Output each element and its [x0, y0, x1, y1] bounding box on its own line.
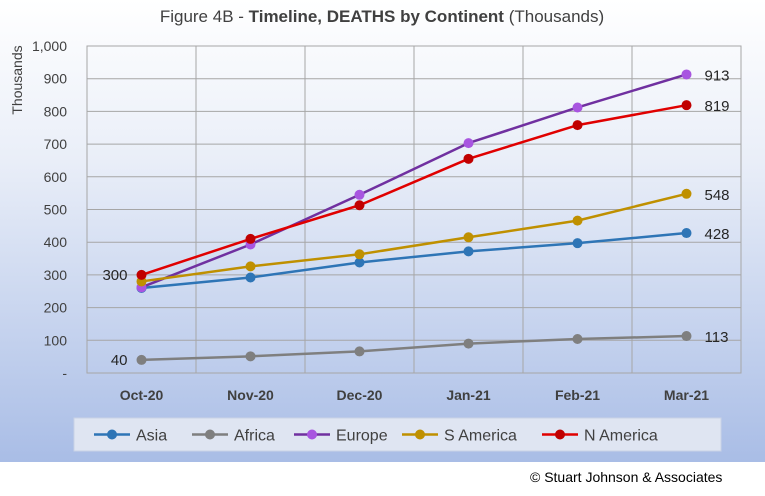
data-labels: 300 40 913 819 548 428 113 [102, 67, 729, 368]
data-label: 113 [705, 329, 729, 346]
legend-item-europe: Europe [294, 428, 388, 445]
data-point-s-america [354, 249, 365, 260]
series-line-n-america [141, 103, 687, 277]
data-point-europe [463, 138, 474, 149]
data-point-s-america [572, 215, 583, 226]
data-point-asia [245, 272, 256, 283]
chart-background [0, 0, 765, 462]
y-axis-label: Thousands [9, 45, 25, 114]
x-tick-label: Jan-21 [446, 387, 491, 403]
y-tick-label: 500 [44, 202, 68, 218]
data-label: 428 [705, 226, 730, 243]
y-tick-label: 600 [44, 169, 68, 185]
data-label: 819 [705, 98, 730, 115]
y-axis: - 100 200 300 400 500 600 700 800 900 1,000 [32, 38, 67, 381]
legend-item-africa: Africa [192, 428, 275, 445]
data-point-europe [681, 69, 692, 80]
legend-label: N America [584, 428, 658, 445]
data-label: 40 [111, 352, 128, 369]
chart-title: Figure 4B - Timeline, DEATHS by Continen… [160, 7, 604, 26]
legend-swatch-marker [307, 429, 317, 440]
legend-item-asia: Asia [94, 428, 167, 445]
data-point-africa [354, 346, 365, 357]
data-point-n-america [681, 100, 692, 111]
y-tick-label: 400 [44, 234, 68, 250]
data-point-africa [463, 338, 474, 349]
data-point-asia [572, 238, 583, 249]
y-tick-label: 100 [44, 332, 68, 348]
series-line-s-america [141, 192, 687, 283]
data-point-europe [572, 102, 583, 113]
data-label: 913 [705, 67, 730, 84]
series-lines [141, 73, 687, 362]
copyright-text: © Stuart Johnson & Associates [530, 469, 722, 485]
data-point-asia [681, 228, 692, 239]
legend-swatch-marker [205, 429, 215, 440]
legend-label: Asia [136, 428, 167, 445]
legend-swatch-marker [415, 429, 425, 440]
legend-item-s-america: S America [402, 428, 517, 445]
data-point-europe [354, 189, 365, 200]
legend-label: S America [444, 428, 517, 445]
data-point-n-america [463, 153, 474, 164]
data-point-n-america [572, 120, 583, 131]
data-point-s-america [245, 261, 256, 272]
x-tick-label: Dec-20 [337, 387, 383, 403]
legend-label: Africa [234, 428, 275, 445]
legend-box [73, 417, 722, 452]
x-tick-label: Feb-21 [555, 387, 600, 403]
series-line-africa [141, 334, 687, 362]
data-point-n-america [136, 269, 147, 280]
x-tick-label: Nov-20 [227, 387, 274, 403]
data-point-n-america [354, 200, 365, 211]
series-markers [136, 69, 692, 365]
x-axis: Oct-20 Nov-20 Dec-20 Jan-21 Feb-21 Mar-21 [120, 387, 710, 403]
series-line-europe [141, 73, 687, 289]
y-tick-label: - [62, 365, 67, 381]
y-tick-label: 1,000 [32, 38, 67, 54]
legend-swatch-marker [107, 429, 117, 440]
data-point-s-america [463, 232, 474, 243]
data-point-africa [681, 331, 692, 342]
data-label: 300 [102, 267, 127, 284]
y-tick-label: 700 [44, 136, 68, 152]
data-point-africa [136, 354, 147, 365]
legend: Asia Africa Europe S America N America [94, 428, 658, 445]
legend-label: Europe [336, 428, 388, 445]
data-label: 548 [705, 187, 730, 204]
series-line-asia [141, 231, 687, 290]
x-tick-label: Oct-20 [120, 387, 164, 403]
legend-swatch-marker [555, 429, 565, 440]
data-point-asia [463, 246, 474, 257]
x-tick-label: Mar-21 [664, 387, 709, 403]
data-point-s-america [681, 188, 692, 199]
y-tick-label: 900 [44, 71, 68, 87]
data-point-asia [354, 257, 365, 268]
y-tick-label: 800 [44, 103, 68, 119]
data-point-africa [245, 351, 256, 362]
data-point-africa [572, 333, 583, 344]
legend-item-n-america: N America [542, 428, 658, 445]
data-point-n-america [245, 233, 256, 244]
y-tick-label: 200 [44, 300, 68, 316]
y-tick-label: 300 [44, 267, 68, 283]
